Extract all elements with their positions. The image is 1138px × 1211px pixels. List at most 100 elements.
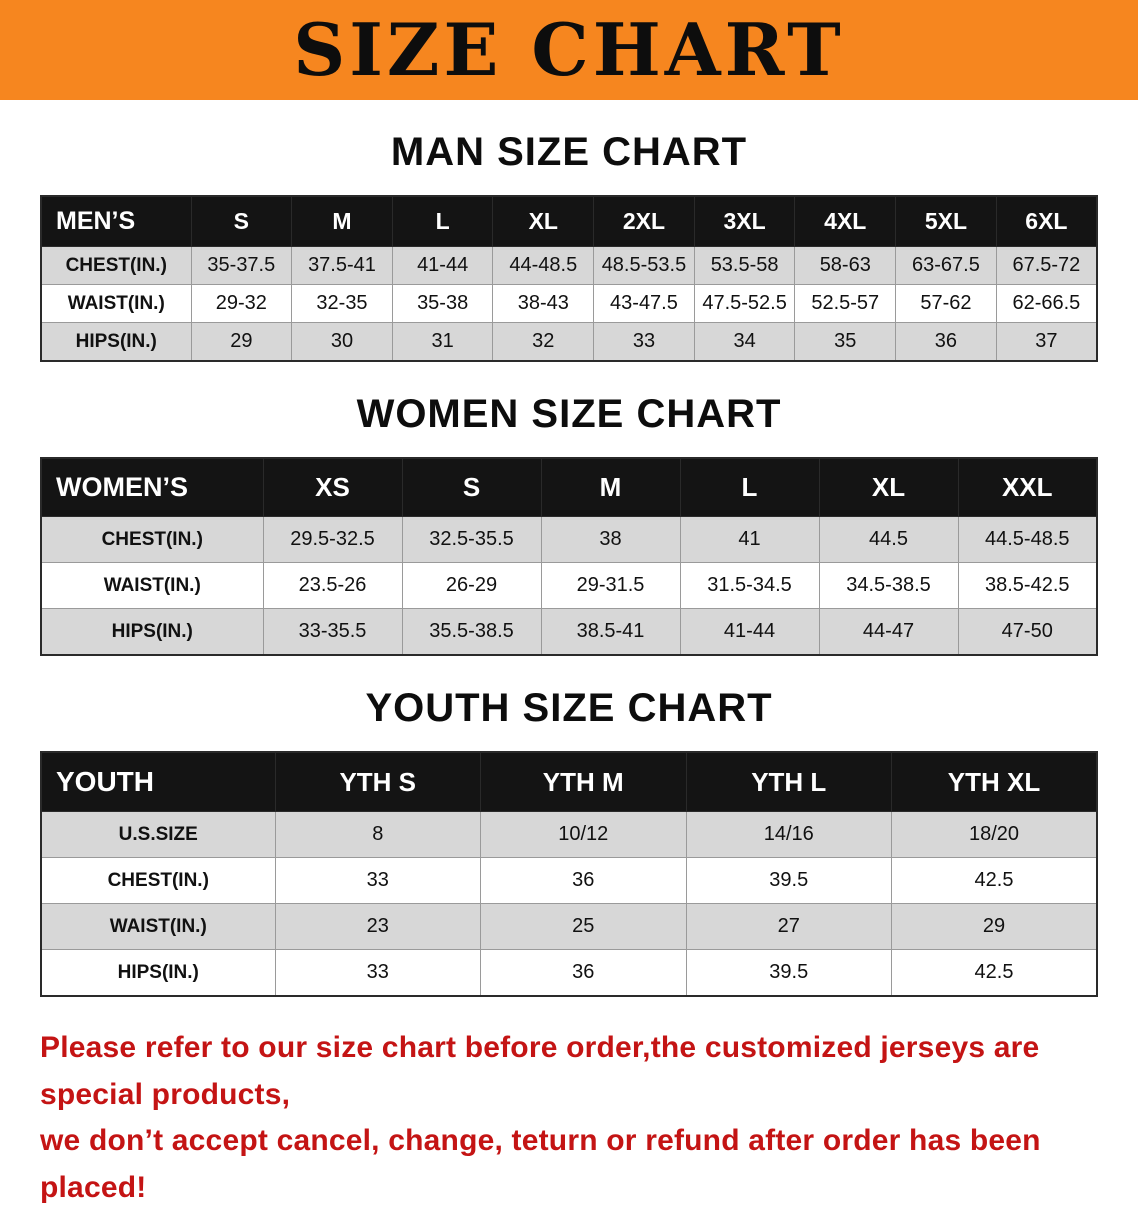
row-label: HIPS(IN.) bbox=[40, 322, 192, 362]
size-value: 62-66.5 bbox=[995, 284, 1098, 323]
size-value: 23.5-26 bbox=[262, 562, 403, 609]
size-column-header: 4XL bbox=[794, 195, 897, 247]
size-column-header: L bbox=[391, 195, 494, 247]
size-value: 39.5 bbox=[685, 857, 892, 904]
size-value: 58-63 bbox=[794, 246, 897, 285]
women-section-heading: WOMEN SIZE CHART bbox=[356, 392, 782, 436]
size-column-header: XXL bbox=[957, 457, 1098, 517]
table-corner-label: MEN’S bbox=[40, 195, 192, 247]
size-value: 63-67.5 bbox=[895, 246, 997, 285]
man-section-heading: MAN SIZE CHART bbox=[390, 130, 748, 174]
size-column-header: YTH XL bbox=[891, 751, 1098, 812]
size-value: 38-43 bbox=[492, 284, 595, 323]
row-label: CHEST(IN.) bbox=[40, 246, 192, 285]
size-value: 29.5-32.5 bbox=[262, 516, 403, 563]
size-value: 41 bbox=[679, 516, 820, 563]
size-value: 29-31.5 bbox=[540, 562, 681, 609]
table-row: WAIST(IN.) 23.5-26 26-29 29-31.5 31.5-34.5 34… bbox=[40, 562, 1098, 609]
table-row: HIPS(IN.) 29 30 31 32 33 34 35 36 37 bbox=[40, 322, 1098, 362]
table-corner-label: YOUTH bbox=[40, 751, 276, 812]
table-row: HIPS(IN.) 33-35.5 35.5-38.5 38.5-41 41-44 44-… bbox=[40, 608, 1098, 656]
size-value: 29-32 bbox=[190, 284, 293, 323]
row-label: WAIST(IN.) bbox=[40, 903, 276, 950]
size-value: 47-50 bbox=[957, 608, 1098, 656]
size-column-header: S bbox=[190, 195, 293, 247]
size-value: 38.5-42.5 bbox=[957, 562, 1098, 609]
size-column-header: XL bbox=[492, 195, 595, 247]
size-value: 37.5-41 bbox=[291, 246, 393, 285]
size-value: 31 bbox=[391, 322, 494, 362]
size-value: 27 bbox=[685, 903, 892, 950]
size-value: 33 bbox=[274, 857, 481, 904]
size-value: 36 bbox=[480, 857, 687, 904]
size-value: 26-29 bbox=[401, 562, 542, 609]
size-value: 34.5-38.5 bbox=[818, 562, 959, 609]
size-value: 42.5 bbox=[891, 857, 1098, 904]
size-column-header: YTH M bbox=[480, 751, 687, 812]
youth-size-section: YOUTH SIZE CHART YOUTH YTH S YTH M YTH L YTH… bbox=[0, 686, 1138, 997]
row-label: WAIST(IN.) bbox=[40, 562, 264, 609]
table-corner-label: WOMEN’S bbox=[40, 457, 264, 517]
size-value: 44-47 bbox=[818, 608, 959, 656]
row-label: CHEST(IN.) bbox=[40, 516, 264, 563]
size-value: 36 bbox=[480, 949, 687, 997]
size-value: 33 bbox=[274, 949, 481, 997]
size-value: 36 bbox=[895, 322, 997, 362]
size-value: 39.5 bbox=[685, 949, 892, 997]
size-value: 34 bbox=[693, 322, 796, 362]
size-column-header: 3XL bbox=[693, 195, 796, 247]
table-row: WAIST(IN.) 23 25 27 29 bbox=[40, 903, 1098, 950]
table-row: HIPS(IN.) 33 36 39.5 42.5 bbox=[40, 949, 1098, 997]
size-value: 42.5 bbox=[891, 949, 1098, 997]
size-value: 41-44 bbox=[391, 246, 494, 285]
footer-note: Please refer to our size chart before or… bbox=[0, 1025, 1138, 1211]
size-value: 31.5-34.5 bbox=[679, 562, 820, 609]
size-value: 10/12 bbox=[480, 811, 687, 858]
size-column-header: XS bbox=[262, 457, 403, 517]
size-column-header: 6XL bbox=[995, 195, 1098, 247]
size-value: 52.5-57 bbox=[794, 284, 897, 323]
size-column-header: S bbox=[401, 457, 542, 517]
men-size-table: MEN’S S M L XL 2XL 3XL 4XL 5XL 6XL CHEST(IN.) 35-37… bbox=[40, 195, 1098, 362]
size-value: 33-35.5 bbox=[262, 608, 403, 656]
size-value: 44.5-48.5 bbox=[957, 516, 1098, 563]
table-row: WAIST(IN.) 29-32 32-35 35-38 38-43 43-47.5 47.… bbox=[40, 284, 1098, 323]
size-value: 32-35 bbox=[291, 284, 393, 323]
size-column-header: XL bbox=[818, 457, 959, 517]
women-size-section: WOMEN SIZE CHART WOMEN’S XS S M L XL XXL CHEST(… bbox=[0, 392, 1138, 656]
size-value: 8 bbox=[274, 811, 481, 858]
table-header-row: YOUTH YTH S YTH M YTH L YTH XL bbox=[40, 751, 1098, 812]
table-row: U.S.SIZE 8 10/12 14/16 18/20 bbox=[40, 811, 1098, 858]
size-value: 41-44 bbox=[679, 608, 820, 656]
size-value: 44.5 bbox=[818, 516, 959, 563]
size-value: 33 bbox=[593, 322, 695, 362]
size-value: 32.5-35.5 bbox=[401, 516, 542, 563]
size-value: 38.5-41 bbox=[540, 608, 681, 656]
size-value: 14/16 bbox=[685, 811, 892, 858]
size-value: 30 bbox=[291, 322, 393, 362]
size-column-header: YTH S bbox=[274, 751, 481, 812]
size-value: 35-38 bbox=[391, 284, 494, 323]
size-value: 35 bbox=[794, 322, 897, 362]
row-label: CHEST(IN.) bbox=[40, 857, 276, 904]
size-value: 38 bbox=[540, 516, 681, 563]
size-value: 44-48.5 bbox=[492, 246, 595, 285]
footer-line-1: Please refer to our size chart before or… bbox=[40, 1031, 1040, 1111]
size-value: 35-37.5 bbox=[190, 246, 293, 285]
man-size-section: MAN SIZE CHART MEN’S S M L XL 2XL 3XL 4XL 5XL 6XL… bbox=[0, 130, 1138, 362]
size-column-header: 5XL bbox=[895, 195, 997, 247]
size-column-header: 2XL bbox=[593, 195, 695, 247]
size-value: 29 bbox=[190, 322, 293, 362]
size-value: 48.5-53.5 bbox=[593, 246, 695, 285]
page-title: SIZE CHART bbox=[293, 7, 845, 92]
table-row: CHEST(IN.) 29.5-32.5 32.5-35.5 38 41 44.5 44.5… bbox=[40, 516, 1098, 563]
size-chart-banner: SIZE CHART bbox=[0, 0, 1138, 100]
size-value: 32 bbox=[492, 322, 595, 362]
women-size-table: WOMEN’S XS S M L XL XXL CHEST(IN.) 29.5-32.5 32.5… bbox=[40, 457, 1098, 656]
row-label: HIPS(IN.) bbox=[40, 608, 264, 656]
row-label: U.S.SIZE bbox=[40, 811, 276, 858]
size-column-header: M bbox=[540, 457, 681, 517]
size-value: 47.5-52.5 bbox=[693, 284, 796, 323]
size-value: 35.5-38.5 bbox=[401, 608, 542, 656]
size-value: 25 bbox=[480, 903, 687, 950]
